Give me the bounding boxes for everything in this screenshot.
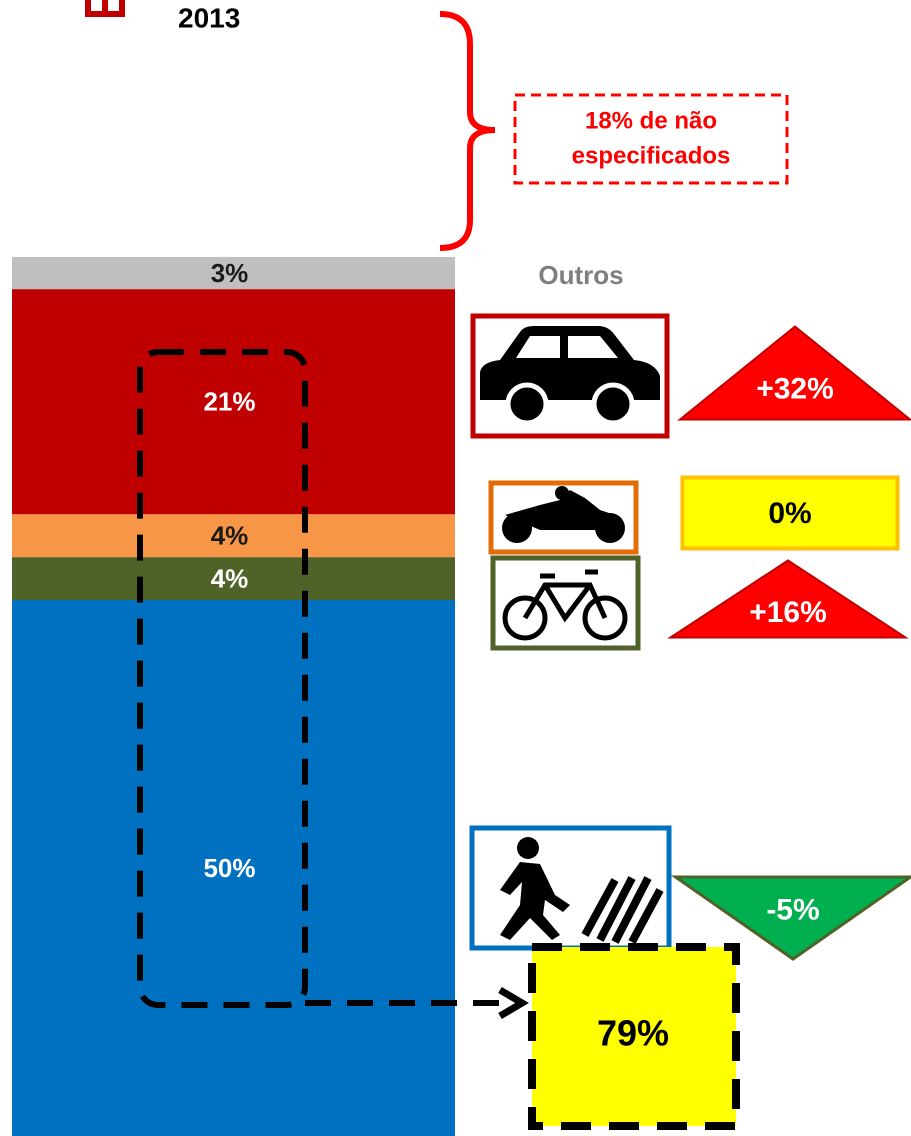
segment-label: 21% — [203, 387, 255, 417]
change-up — [667, 559, 909, 639]
other-label: Outros — [538, 260, 623, 290]
title-icon — [85, 0, 125, 17]
change-up — [677, 325, 911, 421]
change-label: 0% — [768, 497, 811, 530]
segment-label: 50% — [203, 853, 255, 883]
segment-label: 3% — [211, 258, 249, 288]
change-flat — [680, 475, 900, 551]
bar-segment — [12, 600, 455, 1136]
bar-segment — [12, 256, 455, 290]
car-icon — [470, 313, 670, 439]
note-line: especificados — [572, 142, 731, 169]
total-box — [528, 943, 740, 1130]
group-outline — [137, 349, 308, 1008]
segment-label: 4% — [211, 521, 249, 551]
bar-group: 50% 4% 4% 21% 3% — [12, 256, 455, 1136]
pedestrian-icon — [469, 825, 672, 951]
note-line: 18% de não — [585, 107, 717, 134]
motorcycle-icon — [488, 480, 639, 555]
bar-segment — [12, 289, 455, 515]
bicycle-icon — [490, 555, 641, 651]
change-label: +16% — [749, 596, 827, 629]
brace — [439, 11, 496, 251]
chart-title: 2013 — [178, 2, 240, 33]
change-down — [670, 875, 911, 961]
change-label: -5% — [766, 894, 819, 927]
note-box — [513, 93, 789, 185]
bar-segment — [12, 557, 455, 600]
change-label: +32% — [756, 373, 834, 406]
segment-label: 4% — [211, 563, 249, 593]
arrow-head — [498, 986, 529, 1020]
overlay: +32% 0% +16% -5% 79% — [528, 325, 911, 1130]
title-icon-bar — [102, 0, 108, 12]
bar-segment — [12, 514, 455, 558]
total-label: 79% — [597, 1013, 669, 1054]
